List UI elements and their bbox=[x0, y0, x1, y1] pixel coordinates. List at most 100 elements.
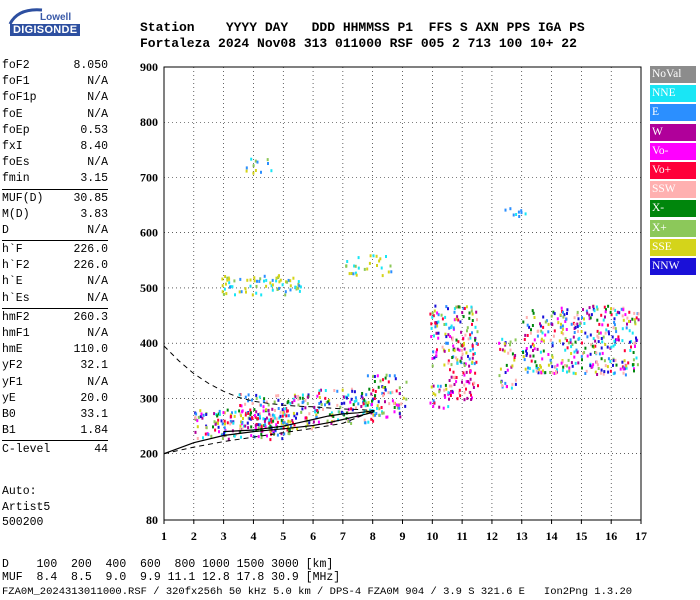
echo-point bbox=[222, 411, 225, 415]
echo-point bbox=[241, 427, 244, 431]
echo-point bbox=[355, 399, 358, 403]
echo-point bbox=[600, 337, 603, 340]
echo-point bbox=[503, 342, 506, 346]
x-tick-label: 5 bbox=[280, 529, 286, 543]
echo-point bbox=[624, 373, 627, 377]
echo-point bbox=[615, 330, 618, 334]
echo-point bbox=[509, 340, 512, 344]
echo-point bbox=[533, 316, 536, 319]
echo-point bbox=[286, 280, 289, 284]
echo-point bbox=[346, 260, 349, 263]
echo-point bbox=[625, 326, 628, 330]
echo-point bbox=[285, 414, 288, 418]
echo-point bbox=[565, 328, 568, 331]
echo-point bbox=[541, 369, 544, 373]
param-value: 20.0 bbox=[80, 391, 108, 405]
echo-point bbox=[384, 376, 387, 380]
echo-point bbox=[596, 307, 599, 311]
echo-point bbox=[286, 428, 289, 432]
echo-point bbox=[613, 323, 616, 327]
echo-point bbox=[224, 422, 226, 426]
echo-point bbox=[367, 420, 370, 424]
echo-point bbox=[430, 335, 433, 339]
echo-point bbox=[453, 383, 456, 386]
echo-point bbox=[633, 318, 636, 322]
echo-point bbox=[468, 364, 471, 368]
echo-point bbox=[471, 322, 473, 326]
y-tick-label: 200 bbox=[140, 447, 158, 461]
echo-point bbox=[260, 170, 262, 174]
echo-point bbox=[553, 372, 556, 375]
echo-point bbox=[239, 404, 242, 407]
param-separator bbox=[2, 307, 108, 309]
echo-point bbox=[244, 402, 247, 406]
echo-point bbox=[381, 411, 384, 415]
echo-point bbox=[452, 375, 455, 379]
echo-point bbox=[275, 276, 278, 280]
legend-item: E bbox=[650, 104, 696, 122]
echo-point bbox=[370, 417, 373, 421]
echo-point bbox=[573, 316, 576, 320]
echo-point bbox=[505, 363, 508, 367]
echo-point bbox=[581, 341, 583, 345]
echo-point bbox=[452, 326, 455, 330]
echo-point bbox=[569, 340, 572, 344]
echo-point bbox=[568, 369, 571, 373]
echo-point bbox=[574, 372, 577, 376]
echo-point bbox=[579, 322, 582, 325]
param-value: 0.53 bbox=[80, 123, 108, 137]
echo-point bbox=[513, 356, 516, 359]
echo-point bbox=[533, 338, 536, 342]
echo-point bbox=[559, 325, 562, 329]
echo-point bbox=[247, 426, 250, 430]
echo-point bbox=[252, 164, 255, 168]
echo-point bbox=[603, 305, 606, 309]
x-tick-label: 13 bbox=[516, 529, 528, 543]
legend-item: Vo+ bbox=[650, 161, 696, 179]
echo-point bbox=[465, 380, 468, 384]
echo-point bbox=[610, 307, 612, 311]
param-row: M(D) 3.83 bbox=[2, 207, 108, 223]
echo-point bbox=[601, 351, 604, 355]
echo-point bbox=[228, 277, 231, 281]
echo-point bbox=[604, 315, 606, 319]
echo-point bbox=[499, 347, 502, 351]
echo-point bbox=[260, 436, 263, 440]
echo-point bbox=[566, 364, 568, 368]
echo-point bbox=[540, 337, 543, 341]
echo-point bbox=[434, 325, 437, 329]
echo-point bbox=[256, 279, 258, 283]
echo-point bbox=[360, 394, 363, 398]
echo-point bbox=[310, 427, 313, 431]
echo-point bbox=[267, 162, 269, 165]
echo-point bbox=[233, 414, 236, 418]
echo-point bbox=[240, 414, 242, 418]
echo-point bbox=[524, 212, 527, 216]
logo-line2: DIGISONDE bbox=[10, 24, 81, 36]
echo-point bbox=[222, 293, 225, 296]
echo-point bbox=[239, 430, 242, 434]
echo-point bbox=[254, 159, 257, 163]
echo-point bbox=[296, 412, 299, 416]
echo-point bbox=[281, 437, 284, 441]
echo-point bbox=[499, 367, 502, 371]
echo-point bbox=[469, 349, 472, 353]
echo-point bbox=[581, 358, 583, 362]
echo-point bbox=[437, 331, 440, 335]
echo-point bbox=[532, 349, 534, 352]
echo-point bbox=[537, 371, 540, 375]
echo-point bbox=[630, 345, 632, 349]
param-name: fmin bbox=[2, 172, 30, 186]
param-value: N/A bbox=[87, 223, 108, 237]
echo-point bbox=[279, 414, 282, 418]
echo-point bbox=[462, 371, 465, 375]
echo-point bbox=[347, 420, 350, 423]
param-name: MUF(D) bbox=[2, 191, 44, 205]
echo-point bbox=[297, 280, 300, 284]
echo-point bbox=[623, 359, 626, 363]
echo-point bbox=[612, 326, 615, 330]
echo-point bbox=[218, 409, 221, 413]
echo-point bbox=[302, 400, 305, 404]
echo-point bbox=[290, 425, 292, 429]
echo-point bbox=[633, 369, 635, 373]
